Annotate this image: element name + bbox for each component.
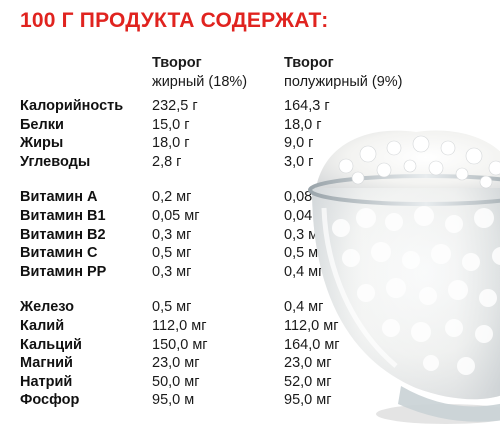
vitamins-group: Витамин А 0,2 мг 0,08 мг Витамин В1 0,05… [20,188,340,281]
column-header-line2: жирный (18%) [152,74,248,90]
table-row: Витамин А 0,2 мг 0,08 мг [20,188,340,207]
minerals-group: Железо 0,5 мг 0,4 мг Калий 112,0 мг 112,… [20,298,340,410]
table-row: Углеводы 2,8 г 3,0 г [20,153,340,172]
fat-value: 0,3 мг [152,263,192,280]
fat-value: 112,0 мг [152,317,207,334]
column-header-line1: Творог [284,55,334,71]
nutrient-name: Углеводы [20,153,91,170]
fat-value: 0,5 мг [152,299,192,316]
table-row: Кальций 150,0 мг 164,0 мг [20,336,340,355]
semi-fat-value: 18,0 г [284,116,322,133]
nutrient-name: Кальций [20,336,82,353]
column-header-line2: полужирный (9%) [284,74,403,90]
semi-fat-value: 164,0 мг [284,336,340,353]
nutrient-name: Калорийность [20,98,124,114]
table-row: Фосфор 95,0 м 95,0 мг [20,391,340,410]
nutrient-name: Белки [20,116,64,133]
fat-value: 23,0 мг [152,355,200,372]
nutrient-name: Витамин РР [20,263,107,280]
semi-fat-value: 164,3 г [284,98,330,114]
table-row: Жиры 18,0 г 9,0 г [20,134,340,153]
fat-value: 232,5 г [152,98,198,114]
fat-value: 95,0 м [152,392,195,409]
column-header-semi-fat-cottage-cheese: Творог полужирный (9%) [284,54,403,92]
nutrition-table: Калорийность 232,5 г 164,3 г Белки 15,0 … [20,97,340,427]
fat-value: 0,2 мг [152,189,192,206]
nutrient-name: Магний [20,355,73,372]
column-header-line1: Творог [152,55,202,71]
table-row: Витамин С 0,5 мг 0,5 мг [20,244,340,263]
macronutrients-group: Калорийность 232,5 г 164,3 г Белки 15,0 … [20,97,340,171]
semi-fat-value: 0,4 мг [284,263,324,280]
cottage-cheese-bowl-image [306,118,500,428]
semi-fat-value: 0,3 мг [284,226,324,243]
semi-fat-value: 112,0 мг [284,317,339,334]
table-row: Железо 0,5 мг 0,4 мг [20,298,340,317]
nutrient-name: Фосфор [20,392,80,409]
table-row: Белки 15,0 г 18,0 г [20,116,340,135]
table-row: Витамин РР 0,3 мг 0,4 мг [20,263,340,282]
fat-value: 50,0 мг [152,373,200,390]
nutrient-name: Витамин В1 [20,207,106,224]
table-row: Калий 112,0 мг 112,0 мг [20,317,340,336]
semi-fat-value: 3,0 г [284,153,314,170]
nutrient-name: Натрий [20,373,73,390]
semi-fat-value: 0,4 мг [284,299,324,316]
table-row: Витамин В1 0,05 мг 0,04 мг [20,207,340,226]
fat-value: 0,5 мг [152,245,192,262]
nutrient-name: Железо [20,299,74,316]
semi-fat-value: 95,0 мг [284,392,332,409]
fat-value: 0,3 мг [152,226,192,243]
semi-fat-value: 23,0 мг [284,355,332,372]
semi-fat-value: 0,5 мг [284,245,324,262]
fat-value: 0,05 мг [152,207,200,224]
nutrient-name: Витамин В2 [20,226,106,243]
nutrient-name: Жиры [20,135,64,152]
fat-value: 2,8 г [152,153,182,170]
column-header-fat-cottage-cheese: Творог жирный (18%) [152,54,247,92]
semi-fat-value: 9,0 г [284,135,314,152]
semi-fat-value: 52,0 мг [284,373,332,390]
nutrient-name: Витамин С [20,245,98,262]
table-row: Магний 23,0 мг 23,0 мг [20,354,340,373]
page-title: 100 Г ПРОДУКТА СОДЕРЖАТ: [20,9,329,32]
table-row: Витамин В2 0,3 мг 0,3 мг [20,226,340,245]
fat-value: 15,0 г [152,116,190,133]
table-row: Натрий 50,0 мг 52,0 мг [20,373,340,392]
nutrient-name: Витамин А [20,189,98,206]
fat-value: 150,0 мг [152,336,208,353]
table-row: Калорийность 232,5 г 164,3 г [20,97,340,116]
fat-value: 18,0 г [152,135,190,152]
nutrient-name: Калий [20,317,65,334]
